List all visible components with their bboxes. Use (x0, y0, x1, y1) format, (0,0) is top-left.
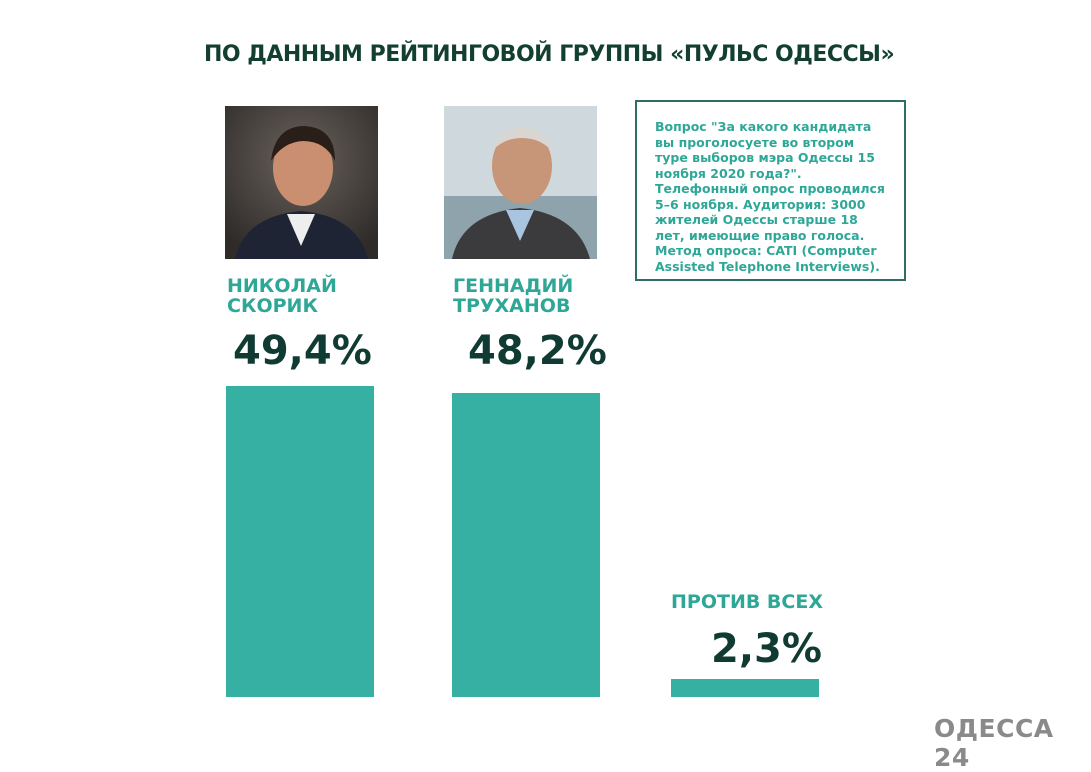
data-label-skorik: 49,4% (233, 328, 372, 374)
category-label-against-all: ПРОТИВ ВСЕХ (671, 591, 823, 613)
data-label-trukhanov: 48,2% (468, 328, 607, 374)
candidate-photo-skorik (225, 106, 378, 259)
first-name: ГЕННАДИЙ (453, 275, 574, 297)
bar-2 (671, 679, 819, 697)
candidate-name-skorik: НИКОЛАЙ СКОРИК (227, 276, 427, 316)
first-name: НИКОЛАЙ (227, 275, 337, 297)
last-name: СКОРИК (227, 295, 318, 317)
last-name: ТРУХАНОВ (453, 295, 571, 317)
survey-note: Вопрос "За какого кандидата вы проголосу… (635, 100, 906, 281)
candidate-name-trukhanov: ГЕННАДИЙ ТРУХАНОВ (453, 276, 653, 316)
data-label-against-all: 2,3% (711, 626, 822, 672)
chart-title: ПО ДАННЫМ РЕЙТИНГОВОЙ ГРУППЫ «ПУЛЬС ОДЕС… (204, 42, 895, 67)
candidate-photo-trukhanov (444, 106, 597, 259)
bar-1 (452, 393, 600, 697)
bar-0 (226, 385, 374, 697)
logo: ОДЕССА 24 (934, 714, 1054, 772)
